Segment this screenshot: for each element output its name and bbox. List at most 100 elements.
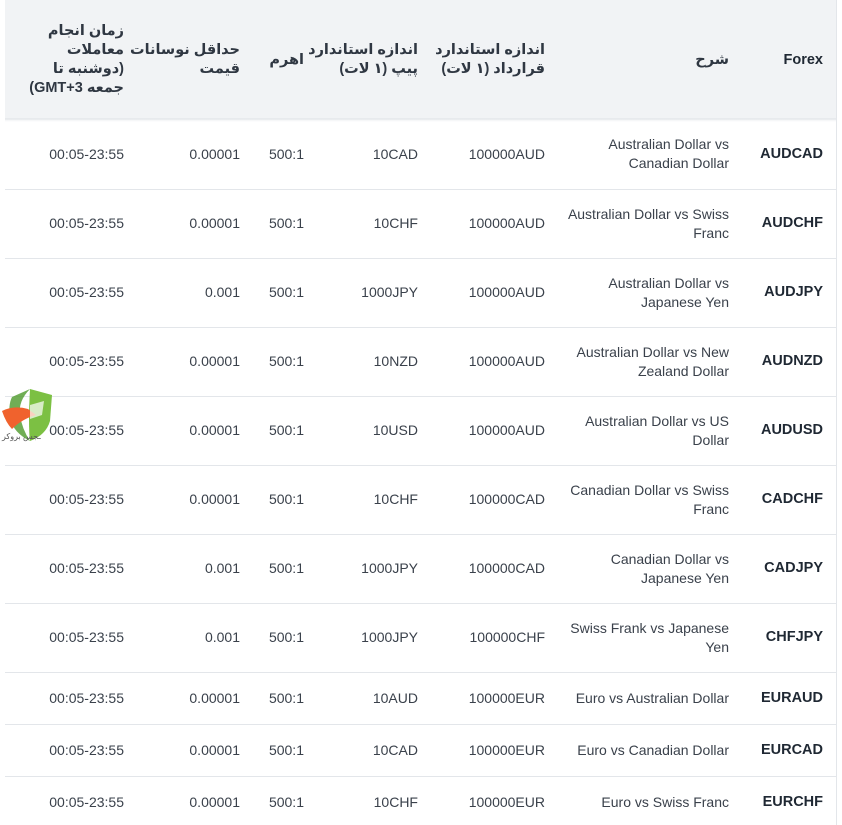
leverage-cell: 500:1 bbox=[240, 257, 304, 327]
symbol-cell: CADCHF bbox=[729, 464, 837, 534]
pip-size-cell: 10CHF bbox=[304, 188, 418, 258]
table-row: 00:05-23:55 0.001 500:1 1000JPY 100000CHF Swi… bbox=[5, 602, 837, 672]
leverage-cell: 500:1 bbox=[240, 188, 304, 258]
min-fluctuation-cell: 0.00001 bbox=[124, 188, 240, 258]
min-fluctuation-cell: 0.00001 bbox=[124, 775, 240, 825]
trading-time-cell: 00:05-23:55 bbox=[5, 326, 124, 396]
table-row: 00:05-23:55 0.00001 500:1 10AUD 100000EUR Eur… bbox=[5, 671, 837, 724]
header-pip-size: اندازه استاندارد پیپ (۱ لات) bbox=[308, 42, 418, 77]
header-trading-time: زمان انجام معاملات (دوشنبه تا جمعه GMT+3… bbox=[29, 23, 124, 96]
description-cell: Australian Dollar vs Canadian Dollar bbox=[608, 136, 729, 172]
contract-size-cell: 100000AUD bbox=[418, 188, 545, 258]
description-cell: Australian Dollar vs New Zealand Dollar bbox=[545, 326, 729, 396]
contract-size-cell: 100000AUD bbox=[468, 145, 545, 162]
description-cell: Canadian Dollar vs Swiss Franc bbox=[545, 464, 729, 534]
header-shadow bbox=[5, 118, 837, 122]
min-fluctuation-cell: 0.00001 bbox=[124, 723, 240, 776]
table-row: 00:05-23:55 0.001 500:1 1000JPY 100000CAD Can… bbox=[5, 533, 837, 603]
pip-size-cell: 10USD bbox=[304, 395, 418, 465]
trading-time-cell: 00:05-23:55 bbox=[5, 188, 124, 258]
header-description: شرح bbox=[695, 51, 729, 68]
header-leverage: اهرم bbox=[269, 51, 304, 68]
trading-time-cell: 00:05-23:55 bbox=[5, 602, 124, 672]
symbol-cell: AUDCAD bbox=[760, 145, 823, 162]
symbol-cell: EURCHF bbox=[729, 775, 837, 825]
leverage-cell: 500:1 bbox=[240, 671, 304, 724]
description-cell: Australian Dollar vs Japanese Yen bbox=[545, 257, 729, 327]
description-cell: Swiss Frank vs Japanese Yen bbox=[545, 602, 729, 672]
description-cell: Australian Dollar vs US Dollar bbox=[545, 395, 729, 465]
forex-spec-table: زمان انجام معاملات (دوشنبه تا جمعه GMT+3… bbox=[5, 0, 837, 825]
table-row: 00:05-23:55 0.00001 500:1 10CHF 100000EUR Eur… bbox=[5, 775, 837, 825]
pip-size-cell: 1000JPY bbox=[304, 602, 418, 672]
leverage-cell: 500:1 bbox=[240, 464, 304, 534]
symbol-cell: AUDCHF bbox=[729, 188, 837, 258]
min-fluctuation-cell: 0.00001 bbox=[189, 145, 240, 162]
header-symbol: Forex bbox=[783, 51, 824, 68]
table-body: 00:05-23:55 0.00001 500:1 10CAD 100000AUD Aus… bbox=[5, 120, 837, 825]
contract-size-cell: 100000EUR bbox=[418, 723, 545, 776]
pip-size-cell: 10NZD bbox=[304, 326, 418, 396]
pip-size-cell: 10AUD bbox=[304, 671, 418, 724]
table-row: 00:05-23:55 0.00001 500:1 10CAD 100000EUR Eur… bbox=[5, 723, 837, 776]
contract-size-cell: 100000EUR bbox=[418, 671, 545, 724]
contract-size-cell: 100000EUR bbox=[418, 775, 545, 825]
symbol-cell: AUDUSD bbox=[729, 395, 837, 465]
pip-size-cell: 1000JPY bbox=[304, 533, 418, 603]
min-fluctuation-cell: 0.001 bbox=[124, 602, 240, 672]
symbol-cell: AUDNZD bbox=[729, 326, 837, 396]
contract-size-cell: 100000CAD bbox=[418, 464, 545, 534]
pip-size-cell: 10CHF bbox=[304, 775, 418, 825]
trading-time-cell: 00:05-23:55 bbox=[5, 671, 124, 724]
symbol-cell: CHFJPY bbox=[729, 602, 837, 672]
trading-time-cell: 00:05-23:55 bbox=[5, 464, 124, 534]
leverage-cell: 500:1 bbox=[240, 326, 304, 396]
pip-size-cell: 10CAD bbox=[372, 145, 418, 162]
header-contract-size: اندازه استاندارد قرارداد (۱ لات) bbox=[435, 42, 545, 77]
symbol-cell: EURCAD bbox=[729, 723, 837, 776]
symbol-cell: CADJPY bbox=[729, 533, 837, 603]
contract-size-cell: 100000AUD bbox=[418, 326, 545, 396]
trading-time-cell: 00:05-23:55 bbox=[5, 257, 124, 327]
description-cell: Canadian Dollar vs Japanese Yen bbox=[545, 533, 729, 603]
table-header: زمان انجام معاملات (دوشنبه تا جمعه GMT+3… bbox=[5, 0, 837, 120]
header-row: زمان انجام معاملات (دوشنبه تا جمعه GMT+3… bbox=[5, 0, 837, 120]
leverage-cell: 500:1 bbox=[240, 723, 304, 776]
trading-time-cell: 00:05-23:55 bbox=[49, 145, 124, 162]
description-cell: Euro vs Swiss Franc bbox=[545, 775, 729, 825]
table-row: 00:05-23:55 0.00001 500:1 10CHF 100000AUD Aus… bbox=[5, 188, 837, 258]
contract-size-cell: 100000CAD bbox=[418, 533, 545, 603]
leverage-cell: 500:1 bbox=[268, 145, 304, 162]
min-fluctuation-cell: 0.00001 bbox=[124, 395, 240, 465]
contract-size-cell: 100000AUD bbox=[418, 257, 545, 327]
shield-logo-icon bbox=[2, 389, 52, 441]
table-row: 00:05-23:55 0.00001 500:1 10NZD 100000AUD Aus… bbox=[5, 326, 837, 396]
min-fluctuation-cell: 0.00001 bbox=[124, 326, 240, 396]
contract-size-cell: 100000CHF bbox=[418, 602, 545, 672]
trading-time-cell: 00:05-23:55 bbox=[5, 395, 124, 465]
contract-size-cell: 100000AUD bbox=[418, 395, 545, 465]
description-cell: Euro vs Australian Dollar bbox=[545, 671, 729, 724]
forex-table-container: زمان انجام معاملات (دوشنبه تا جمعه GMT+3… bbox=[5, 0, 837, 825]
table-row: 00:05-23:55 0.00001 500:1 10CHF 100000CAD Can… bbox=[5, 464, 837, 534]
description-cell: Euro vs Canadian Dollar bbox=[545, 723, 729, 776]
min-fluctuation-cell: 0.001 bbox=[124, 533, 240, 603]
pip-size-cell: 10CHF bbox=[304, 464, 418, 534]
table-row: 00:05-23:55 0.00001 500:1 10USD 100000AUD Aus… bbox=[5, 395, 837, 465]
trading-time-cell: 00:05-23:55 bbox=[5, 723, 124, 776]
min-fluctuation-cell: 0.00001 bbox=[124, 464, 240, 534]
leverage-cell: 500:1 bbox=[240, 533, 304, 603]
table-row: 00:05-23:55 0.001 500:1 1000JPY 100000AUD Aus… bbox=[5, 257, 837, 327]
pip-size-cell: 10CAD bbox=[304, 723, 418, 776]
pip-size-cell: 1000JPY bbox=[304, 257, 418, 327]
table-right-border bbox=[836, 0, 837, 825]
trading-time-cell: 00:05-23:55 bbox=[5, 775, 124, 825]
header-min-fluctuation: حداقل نوسانات قیمت bbox=[130, 42, 240, 77]
table-row: 00:05-23:55 0.00001 500:1 10CAD 100000AUD Aus… bbox=[5, 120, 837, 189]
trading-time-cell: 00:05-23:55 bbox=[5, 533, 124, 603]
watermark-text: ـجس بروکر bbox=[2, 432, 41, 441]
symbol-cell: EURAUD bbox=[729, 671, 837, 724]
min-fluctuation-cell: 0.001 bbox=[124, 257, 240, 327]
symbol-cell: AUDJPY bbox=[729, 257, 837, 327]
description-cell: Australian Dollar vs Swiss Franc bbox=[545, 188, 729, 258]
